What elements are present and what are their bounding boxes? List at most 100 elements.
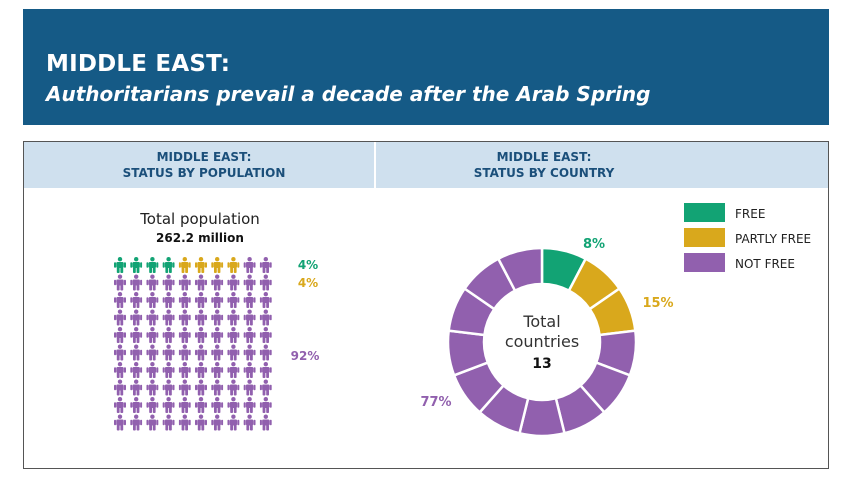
person-icon-not-free (259, 362, 272, 378)
person-icon-not-free (178, 397, 191, 413)
country-chart-title-line2: STATUS BY COUNTRY (473, 166, 615, 180)
person-icon-not-free (146, 344, 159, 361)
person-icon-partly-free (211, 257, 224, 273)
person-icon-not-free (178, 327, 191, 343)
person-icon-not-free (130, 397, 143, 413)
person-icon-not-free (259, 274, 272, 291)
person-icon-not-free (162, 414, 175, 431)
person-icon-not-free (211, 379, 224, 396)
page-title: MIDDLE EAST: (46, 51, 231, 77)
person-icon-not-free (259, 292, 272, 308)
person-icon-free (162, 257, 175, 273)
pictogram-not-free-label: 92% (291, 349, 320, 363)
person-icon-not-free (146, 292, 159, 308)
person-icon-not-free (130, 292, 143, 308)
person-icon-not-free (162, 292, 175, 308)
person-icon-not-free (259, 257, 272, 273)
person-icon-not-free (195, 379, 207, 396)
person-icon-not-free (259, 397, 272, 413)
person-icon-not-free (259, 309, 272, 326)
person-icon-not-free (195, 397, 207, 413)
charts-panel: MIDDLE EAST: STATUS BY POPULATION MIDDLE… (23, 141, 829, 469)
legend-partly-free-swatch (684, 228, 725, 247)
country-chart-title-line1: MIDDLE EAST: (496, 150, 592, 164)
person-icon-not-free (114, 309, 126, 326)
person-icon-not-free (195, 292, 207, 308)
person-icon-not-free (178, 414, 191, 431)
person-icon-not-free (178, 309, 191, 326)
person-icon-not-free (130, 344, 143, 361)
person-icon-not-free (211, 344, 224, 361)
person-icon-not-free (130, 414, 143, 431)
person-icon-not-free (162, 344, 175, 361)
person-icon-not-free (162, 327, 175, 343)
person-icon-not-free (178, 379, 191, 396)
person-icon-not-free (195, 344, 207, 361)
population-chart-title-line1: MIDDLE EAST: (156, 150, 252, 164)
person-icon-not-free (162, 397, 175, 413)
person-icon-not-free (114, 274, 126, 291)
person-icon-not-free (146, 397, 159, 413)
legend-not-free-label: NOT FREE (735, 257, 795, 271)
person-icon-not-free (227, 414, 240, 431)
person-icon-not-free (211, 274, 224, 291)
country-chart-title: MIDDLE EAST: STATUS BY COUNTRY (404, 149, 684, 181)
person-icon-not-free (211, 327, 224, 343)
person-icon-not-free (146, 327, 159, 343)
legend: FREE PARTLY FREE NOT FREE (684, 203, 811, 272)
person-icon-not-free (146, 362, 159, 378)
person-icon-not-free (243, 414, 256, 431)
person-icon-not-free (211, 397, 224, 413)
person-icon-not-free (259, 379, 272, 396)
person-icon-not-free (211, 292, 224, 308)
panel-header: MIDDLE EAST: STATUS BY POPULATION MIDDLE… (24, 142, 828, 188)
person-icon-not-free (130, 327, 143, 343)
person-icon-not-free (243, 257, 256, 273)
pictogram-grid (114, 257, 272, 431)
person-icon-not-free (146, 309, 159, 326)
person-icon-not-free (162, 362, 175, 378)
person-icon-not-free (114, 362, 126, 378)
page-header: MIDDLE EAST: Authoritarians prevail a de… (23, 9, 829, 125)
person-icon-not-free (227, 292, 240, 308)
population-chart-title-line2: STATUS BY POPULATION (122, 166, 286, 180)
donut-center-line2: countries (505, 332, 579, 351)
person-icon-not-free (130, 274, 143, 291)
person-icon-not-free (195, 362, 207, 378)
person-icon-not-free (243, 327, 256, 343)
person-icon-not-free (130, 362, 143, 378)
person-icon-not-free (243, 379, 256, 396)
person-icon-not-free (227, 344, 240, 361)
person-icon-partly-free (178, 257, 191, 273)
person-icon-not-free (130, 379, 143, 396)
person-icon-not-free (243, 309, 256, 326)
donut-chart (446, 246, 638, 438)
person-icon-not-free (227, 397, 240, 413)
person-icon-not-free (243, 362, 256, 378)
legend-not-free-swatch (684, 253, 725, 272)
person-icon-not-free (227, 379, 240, 396)
person-icon-not-free (259, 414, 272, 431)
legend-free-swatch (684, 203, 725, 222)
person-icon-not-free (162, 274, 175, 291)
person-icon-not-free (114, 344, 126, 361)
person-icon-free (146, 257, 159, 273)
person-icon-not-free (146, 414, 159, 431)
person-icon-not-free (178, 274, 191, 291)
person-icon-not-free (211, 362, 224, 378)
person-icon-not-free (114, 397, 126, 413)
person-icon-not-free (227, 309, 240, 326)
person-icon-not-free (195, 327, 207, 343)
donut-segment-not-free (496, 246, 544, 293)
person-icon-not-free (195, 309, 207, 326)
person-icon-not-free (114, 292, 126, 308)
donut-free-label: 8% (583, 237, 605, 252)
donut-partly-free-label: 15% (642, 296, 673, 311)
person-icon-not-free (243, 292, 256, 308)
person-icon-not-free (146, 379, 159, 396)
person-icon-not-free (243, 274, 256, 291)
person-icon-not-free (211, 309, 224, 326)
person-icon-free (114, 257, 126, 273)
person-icon-not-free (227, 362, 240, 378)
person-icon-not-free (162, 379, 175, 396)
